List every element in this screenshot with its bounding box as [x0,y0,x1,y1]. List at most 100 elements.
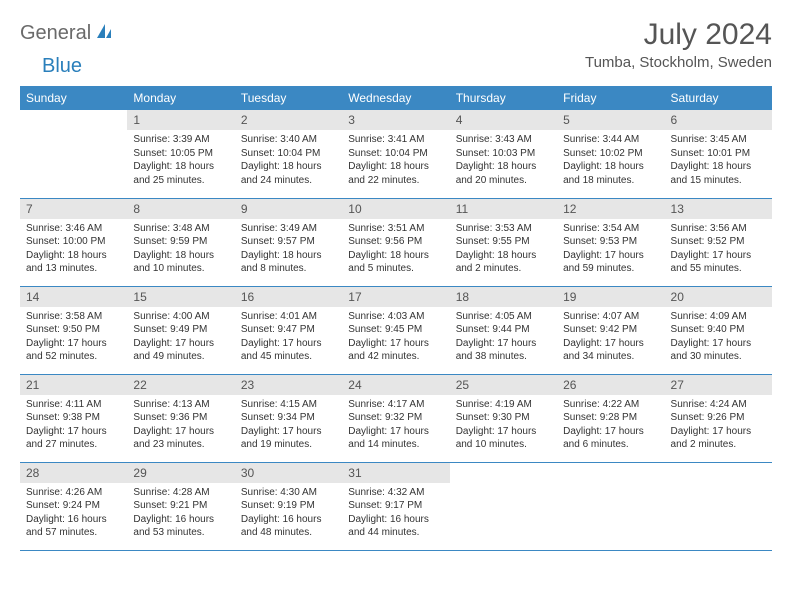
day-number: 6 [665,110,772,130]
day-content: Sunrise: 4:03 AMSunset: 9:45 PMDaylight:… [342,307,449,368]
calendar-day-cell: 11Sunrise: 3:53 AMSunset: 9:55 PMDayligh… [450,198,557,286]
day-content: Sunrise: 4:09 AMSunset: 9:40 PMDaylight:… [665,307,772,368]
calendar-day-cell [665,462,772,550]
calendar-day-cell: 17Sunrise: 4:03 AMSunset: 9:45 PMDayligh… [342,286,449,374]
calendar-day-cell: 7Sunrise: 3:46 AMSunset: 10:00 PMDayligh… [20,198,127,286]
day-number: 1 [127,110,234,130]
calendar-day-cell: 4Sunrise: 3:43 AMSunset: 10:03 PMDayligh… [450,110,557,198]
day-number: 15 [127,287,234,307]
day-content: Sunrise: 3:46 AMSunset: 10:00 PMDaylight… [20,219,127,280]
calendar-day-cell: 28Sunrise: 4:26 AMSunset: 9:24 PMDayligh… [20,462,127,550]
weekday-header-row: SundayMondayTuesdayWednesdayThursdayFrid… [20,86,772,110]
logo-text-blue: Blue [42,55,792,78]
day-content: Sunrise: 3:45 AMSunset: 10:01 PMDaylight… [665,130,772,191]
day-number: 31 [342,463,449,483]
calendar-day-cell: 21Sunrise: 4:11 AMSunset: 9:38 PMDayligh… [20,374,127,462]
day-content: Sunrise: 4:19 AMSunset: 9:30 PMDaylight:… [450,395,557,456]
day-number: 10 [342,199,449,219]
day-content: Sunrise: 4:24 AMSunset: 9:26 PMDaylight:… [665,395,772,456]
day-number: 24 [342,375,449,395]
day-number: 25 [450,375,557,395]
day-number: 30 [235,463,342,483]
calendar-day-cell [450,462,557,550]
calendar-day-cell: 12Sunrise: 3:54 AMSunset: 9:53 PMDayligh… [557,198,664,286]
logo: General [20,18,115,45]
calendar-week-row: 14Sunrise: 3:58 AMSunset: 9:50 PMDayligh… [20,286,772,374]
weekday-header: Thursday [450,86,557,110]
day-content: Sunrise: 4:15 AMSunset: 9:34 PMDaylight:… [235,395,342,456]
day-number: 21 [20,375,127,395]
calendar-day-cell: 6Sunrise: 3:45 AMSunset: 10:01 PMDayligh… [665,110,772,198]
calendar-day-cell: 27Sunrise: 4:24 AMSunset: 9:26 PMDayligh… [665,374,772,462]
day-content: Sunrise: 3:56 AMSunset: 9:52 PMDaylight:… [665,219,772,280]
weekday-header: Tuesday [235,86,342,110]
day-content: Sunrise: 3:44 AMSunset: 10:02 PMDaylight… [557,130,664,191]
day-number: 3 [342,110,449,130]
calendar-table: SundayMondayTuesdayWednesdayThursdayFrid… [20,86,772,551]
calendar-week-row: 1Sunrise: 3:39 AMSunset: 10:05 PMDayligh… [20,110,772,198]
weekday-header: Wednesday [342,86,449,110]
calendar-week-row: 28Sunrise: 4:26 AMSunset: 9:24 PMDayligh… [20,462,772,550]
calendar-day-cell [20,110,127,198]
day-content: Sunrise: 3:49 AMSunset: 9:57 PMDaylight:… [235,219,342,280]
day-content: Sunrise: 4:01 AMSunset: 9:47 PMDaylight:… [235,307,342,368]
day-number: 16 [235,287,342,307]
calendar-day-cell: 29Sunrise: 4:28 AMSunset: 9:21 PMDayligh… [127,462,234,550]
day-content: Sunrise: 3:53 AMSunset: 9:55 PMDaylight:… [450,219,557,280]
day-number: 20 [665,287,772,307]
calendar-day-cell [557,462,664,550]
day-content: Sunrise: 3:51 AMSunset: 9:56 PMDaylight:… [342,219,449,280]
day-number: 26 [557,375,664,395]
weekday-header: Sunday [20,86,127,110]
day-content: Sunrise: 4:30 AMSunset: 9:19 PMDaylight:… [235,483,342,544]
day-number: 8 [127,199,234,219]
day-content: Sunrise: 3:54 AMSunset: 9:53 PMDaylight:… [557,219,664,280]
month-title: July 2024 [585,18,772,52]
day-content: Sunrise: 3:39 AMSunset: 10:05 PMDaylight… [127,130,234,191]
calendar-day-cell: 26Sunrise: 4:22 AMSunset: 9:28 PMDayligh… [557,374,664,462]
day-content: Sunrise: 3:41 AMSunset: 10:04 PMDaylight… [342,130,449,191]
day-content: Sunrise: 4:32 AMSunset: 9:17 PMDaylight:… [342,483,449,544]
weekday-header: Friday [557,86,664,110]
logo-text-general: General [20,22,91,45]
day-number: 9 [235,199,342,219]
calendar-body: 1Sunrise: 3:39 AMSunset: 10:05 PMDayligh… [20,110,772,550]
day-number: 12 [557,199,664,219]
calendar-week-row: 7Sunrise: 3:46 AMSunset: 10:00 PMDayligh… [20,198,772,286]
weekday-header: Monday [127,86,234,110]
calendar-day-cell: 10Sunrise: 3:51 AMSunset: 9:56 PMDayligh… [342,198,449,286]
day-content: Sunrise: 4:17 AMSunset: 9:32 PMDaylight:… [342,395,449,456]
day-number: 2 [235,110,342,130]
calendar-day-cell: 9Sunrise: 3:49 AMSunset: 9:57 PMDaylight… [235,198,342,286]
day-number: 27 [665,375,772,395]
day-number: 17 [342,287,449,307]
day-number: 7 [20,199,127,219]
calendar-day-cell: 3Sunrise: 3:41 AMSunset: 10:04 PMDayligh… [342,110,449,198]
day-content: Sunrise: 4:05 AMSunset: 9:44 PMDaylight:… [450,307,557,368]
calendar-day-cell: 5Sunrise: 3:44 AMSunset: 10:02 PMDayligh… [557,110,664,198]
day-content: Sunrise: 4:11 AMSunset: 9:38 PMDaylight:… [20,395,127,456]
day-content: Sunrise: 4:26 AMSunset: 9:24 PMDaylight:… [20,483,127,544]
calendar-day-cell: 2Sunrise: 3:40 AMSunset: 10:04 PMDayligh… [235,110,342,198]
day-content: Sunrise: 4:22 AMSunset: 9:28 PMDaylight:… [557,395,664,456]
weekday-header: Saturday [665,86,772,110]
day-number: 4 [450,110,557,130]
day-number: 22 [127,375,234,395]
calendar-day-cell: 8Sunrise: 3:48 AMSunset: 9:59 PMDaylight… [127,198,234,286]
calendar-day-cell: 22Sunrise: 4:13 AMSunset: 9:36 PMDayligh… [127,374,234,462]
calendar-day-cell: 24Sunrise: 4:17 AMSunset: 9:32 PMDayligh… [342,374,449,462]
calendar-day-cell: 31Sunrise: 4:32 AMSunset: 9:17 PMDayligh… [342,462,449,550]
calendar-day-cell: 25Sunrise: 4:19 AMSunset: 9:30 PMDayligh… [450,374,557,462]
calendar-day-cell: 19Sunrise: 4:07 AMSunset: 9:42 PMDayligh… [557,286,664,374]
day-number: 18 [450,287,557,307]
calendar-day-cell: 23Sunrise: 4:15 AMSunset: 9:34 PMDayligh… [235,374,342,462]
day-content: Sunrise: 4:28 AMSunset: 9:21 PMDaylight:… [127,483,234,544]
calendar-day-cell: 30Sunrise: 4:30 AMSunset: 9:19 PMDayligh… [235,462,342,550]
calendar-week-row: 21Sunrise: 4:11 AMSunset: 9:38 PMDayligh… [20,374,772,462]
day-content: Sunrise: 3:43 AMSunset: 10:03 PMDaylight… [450,130,557,191]
day-number: 14 [20,287,127,307]
day-content: Sunrise: 3:40 AMSunset: 10:04 PMDaylight… [235,130,342,191]
calendar-day-cell: 15Sunrise: 4:00 AMSunset: 9:49 PMDayligh… [127,286,234,374]
day-content: Sunrise: 3:48 AMSunset: 9:59 PMDaylight:… [127,219,234,280]
day-content: Sunrise: 4:07 AMSunset: 9:42 PMDaylight:… [557,307,664,368]
